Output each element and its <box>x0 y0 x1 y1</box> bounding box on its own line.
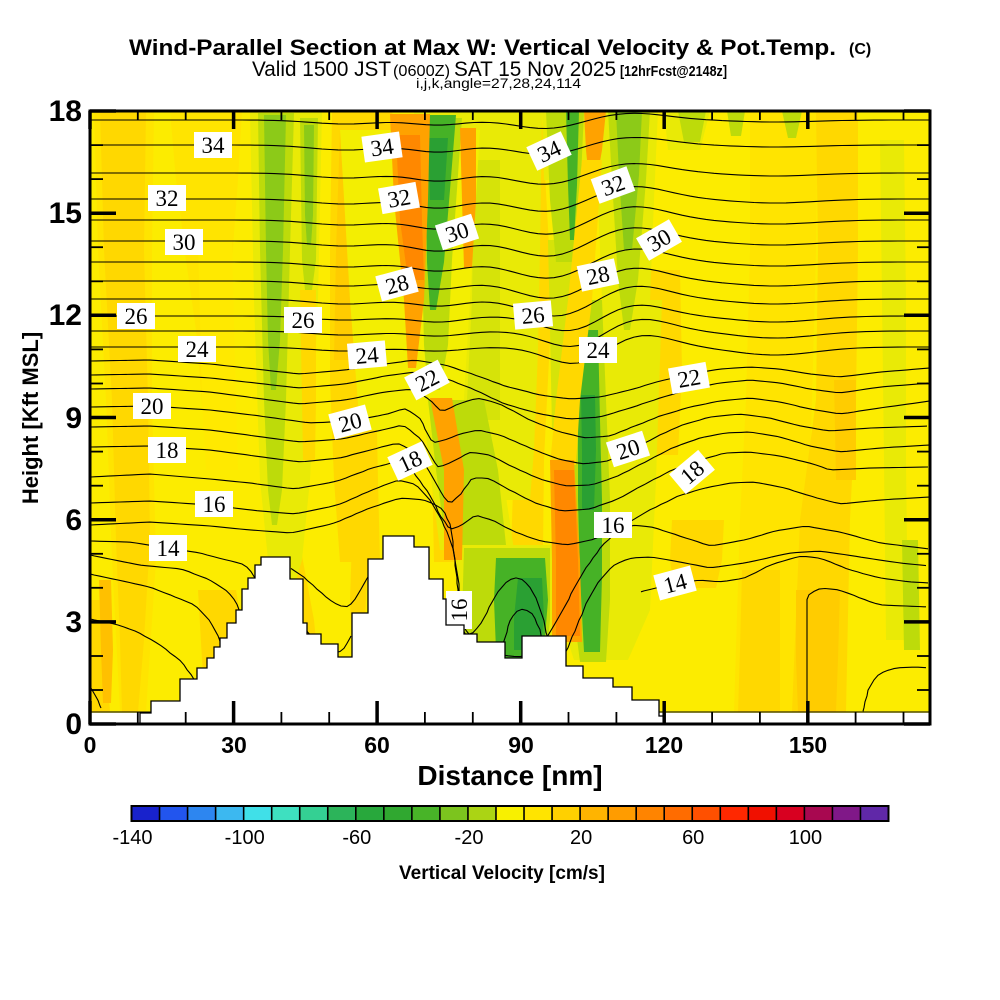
svg-text:-100: -100 <box>225 827 265 849</box>
svg-text:16: 16 <box>203 492 226 517</box>
svg-text:24: 24 <box>587 338 611 363</box>
svg-text:26: 26 <box>520 302 545 329</box>
svg-text:34: 34 <box>369 133 396 161</box>
svg-text:SAT 15 Nov 2025: SAT 15 Nov 2025 <box>454 58 616 81</box>
svg-text:20: 20 <box>141 394 164 419</box>
svg-text:16: 16 <box>447 599 472 622</box>
svg-text:Valid 1500 JST: Valid 1500 JST <box>252 58 391 81</box>
svg-text:30: 30 <box>221 732 247 758</box>
svg-text:100: 100 <box>789 827 822 849</box>
svg-text:18: 18 <box>156 438 179 463</box>
svg-text:90: 90 <box>508 732 534 758</box>
svg-text:i,j,k,angle=27,28,24,114: i,j,k,angle=27,28,24,114 <box>416 75 581 91</box>
svg-text:Wind-Parallel Section at Max W: Wind-Parallel Section at Max W: Vertical… <box>129 35 836 60</box>
svg-text:24: 24 <box>354 342 380 369</box>
svg-text:16: 16 <box>602 513 625 538</box>
svg-text:22: 22 <box>676 364 703 393</box>
svg-text:150: 150 <box>789 732 827 758</box>
svg-text:(0600Z): (0600Z) <box>393 63 450 80</box>
svg-text:14: 14 <box>157 536 181 561</box>
svg-text:60: 60 <box>364 732 390 758</box>
svg-text:120: 120 <box>645 732 683 758</box>
svg-text:0: 0 <box>65 708 82 741</box>
svg-text:(C): (C) <box>849 41 871 58</box>
svg-text:30: 30 <box>173 230 196 255</box>
svg-text:32: 32 <box>386 184 413 213</box>
svg-text:-20: -20 <box>455 827 484 849</box>
svg-text:18: 18 <box>49 95 82 128</box>
svg-text:0: 0 <box>84 732 97 758</box>
svg-text:Vertical Velocity [cm/s]: Vertical Velocity [cm/s] <box>399 863 605 884</box>
svg-text:28: 28 <box>584 261 612 290</box>
svg-text:26: 26 <box>292 308 315 333</box>
svg-text:6: 6 <box>65 504 82 537</box>
svg-text:24: 24 <box>186 337 210 362</box>
svg-text:12: 12 <box>49 299 82 332</box>
svg-text:-60: -60 <box>342 827 371 849</box>
svg-text:34: 34 <box>202 133 226 158</box>
svg-text:9: 9 <box>65 402 82 435</box>
svg-text:[12hrFcst@2148z]: [12hrFcst@2148z] <box>620 63 727 80</box>
svg-text:60: 60 <box>682 827 704 849</box>
svg-text:3: 3 <box>65 606 82 639</box>
svg-text:32: 32 <box>156 186 179 211</box>
svg-text:Distance [nm]: Distance [nm] <box>417 760 602 791</box>
svg-text:26: 26 <box>125 304 148 329</box>
svg-text:15: 15 <box>49 197 82 230</box>
svg-text:Height [Kft MSL]: Height [Kft MSL] <box>18 332 43 504</box>
svg-text:20: 20 <box>570 827 592 849</box>
svg-text:-140: -140 <box>112 827 152 849</box>
